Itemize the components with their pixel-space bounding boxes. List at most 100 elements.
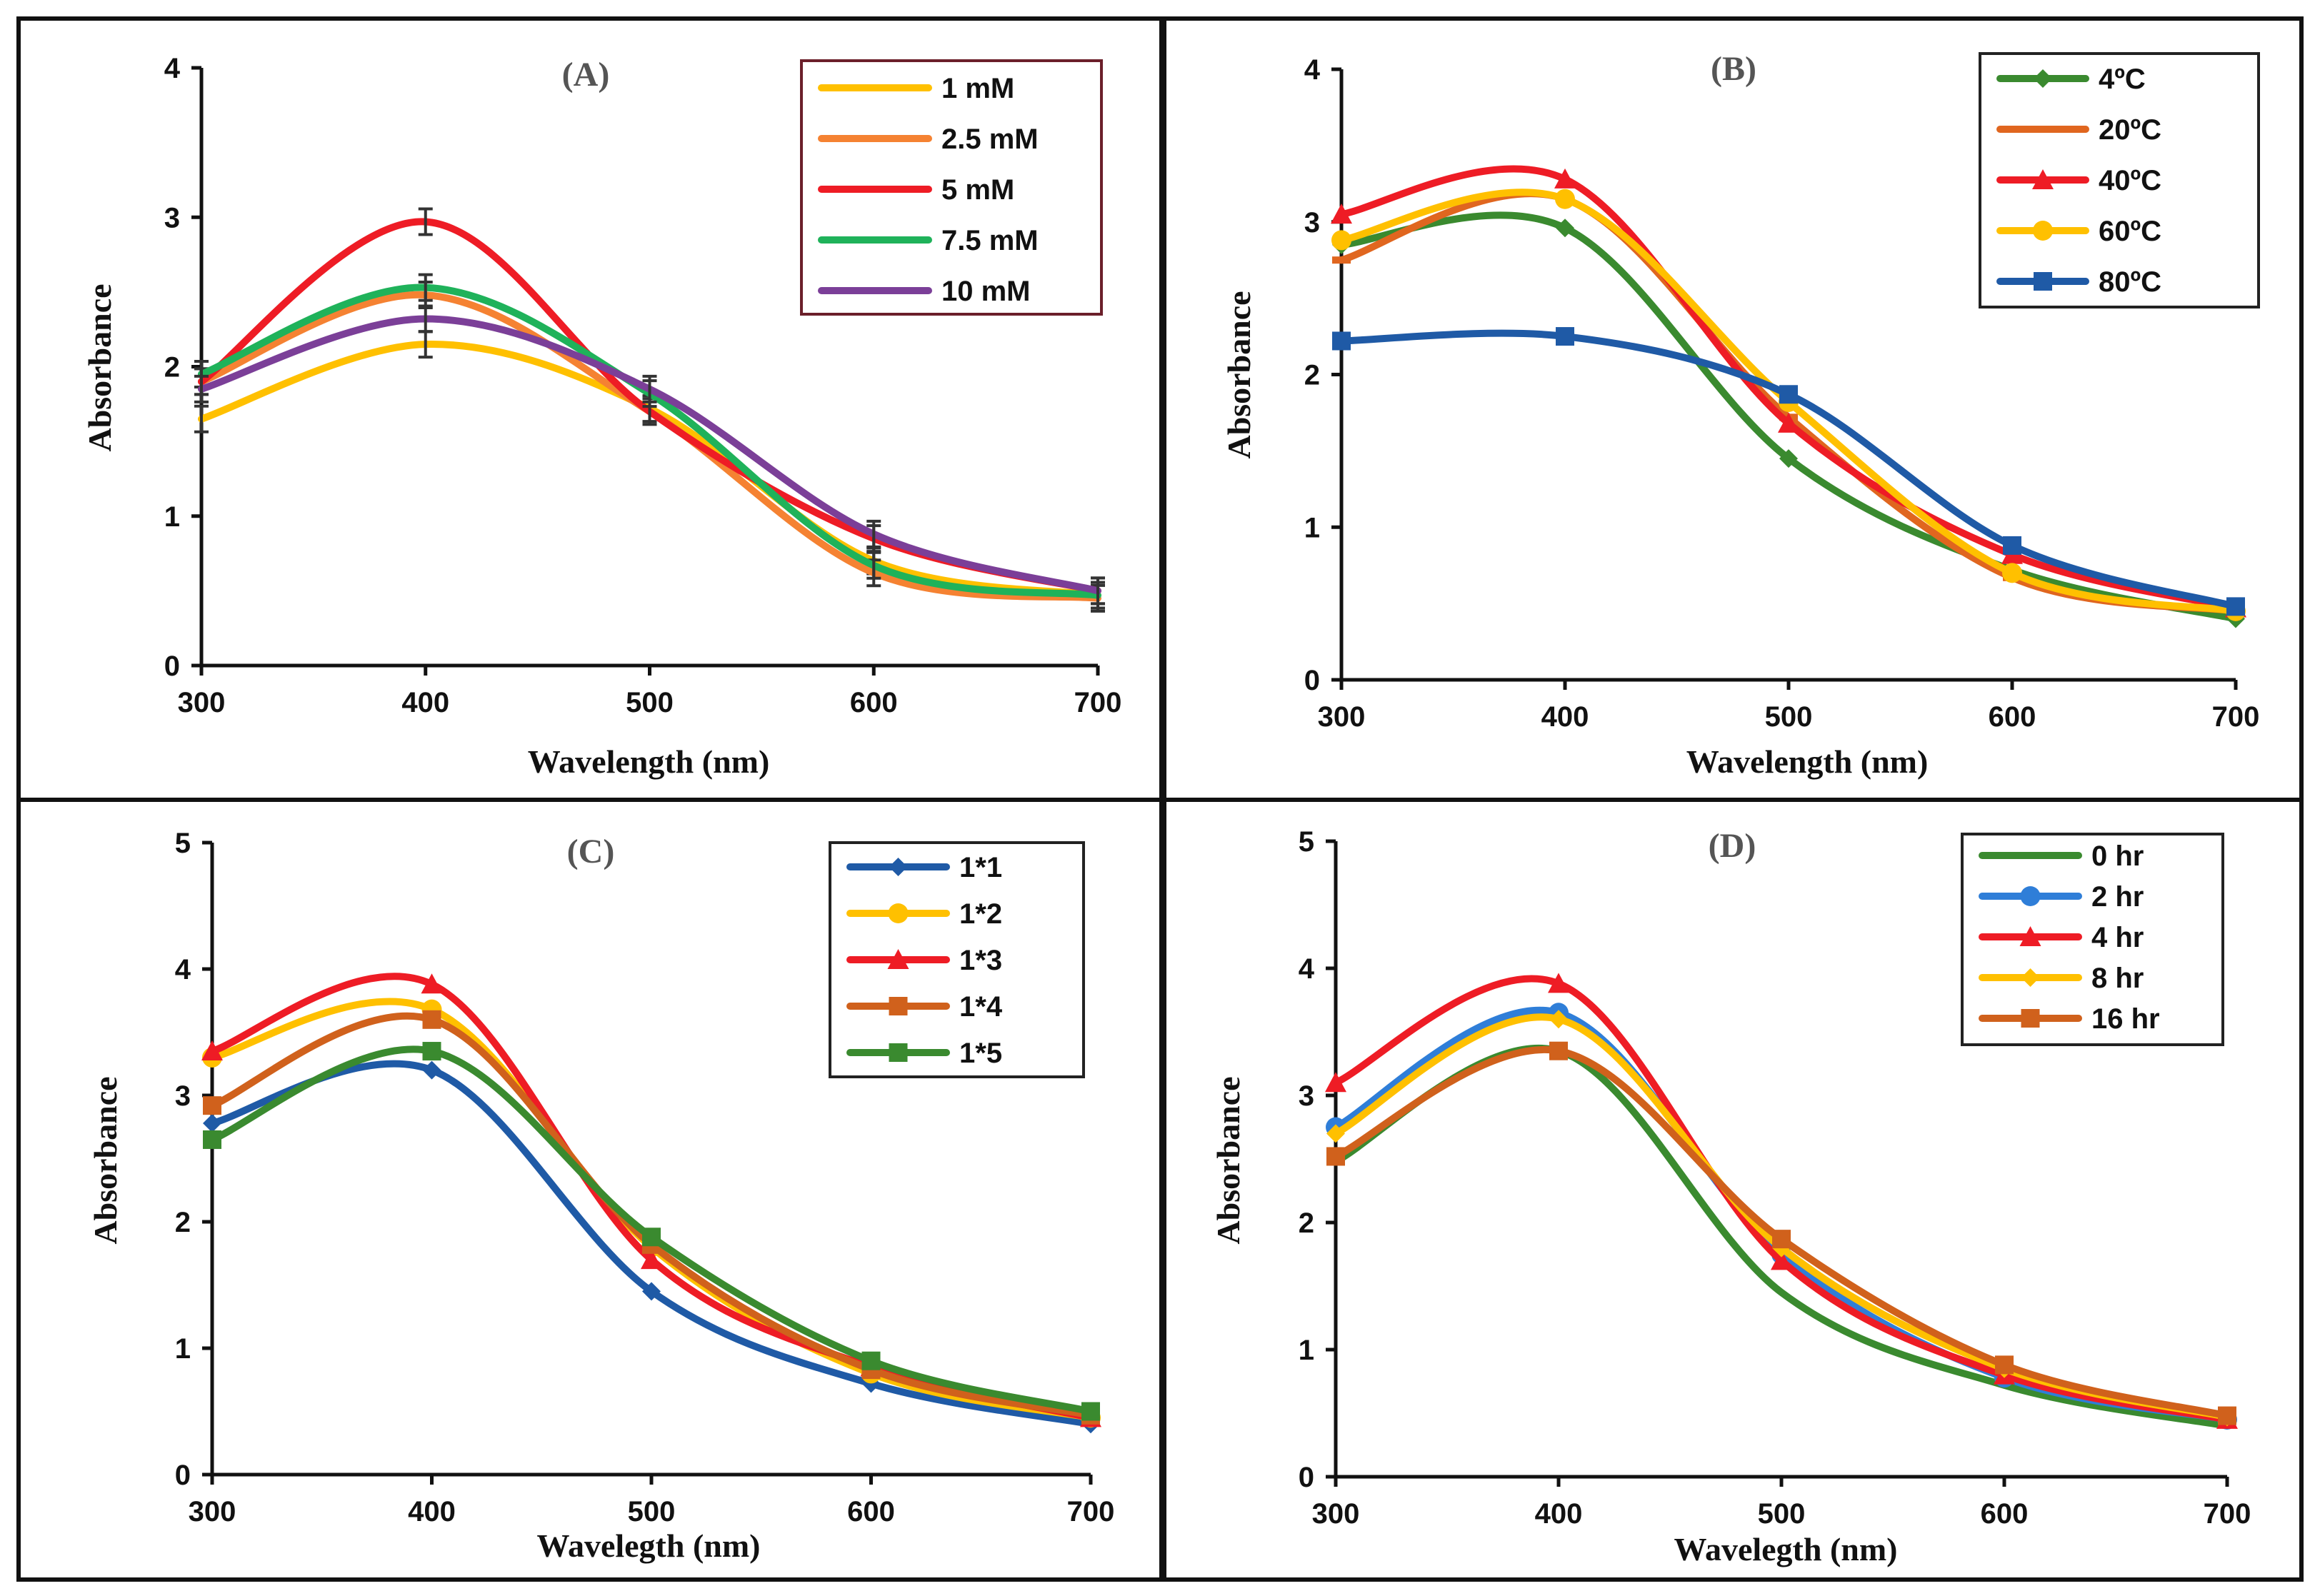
panel-c-legend-marker (889, 997, 908, 1015)
panel-d-y-tick-label: 3 (1299, 1080, 1314, 1112)
panel-d-series-line (1332, 1045, 2231, 1420)
panel-b-data-point (1331, 204, 1352, 224)
panel-d: 0 1 2 3 4 5 300 400 500 600 700 0 hr 2 hr 4 hr 8 hr 16 … (1162, 798, 2304, 1582)
panel-b-series-line (1338, 211, 2239, 623)
panel-b-legend: 4ºC 20ºC 40ºC 60ºC 80ºC (1979, 52, 2260, 308)
panel-c-y-tick-label: 0 (175, 1460, 191, 1491)
panel-a-x-tick-label: 400 (401, 687, 449, 718)
panel-b-y-tick-label: 0 (1304, 665, 1320, 696)
panel-c-x-tick-label: 300 (189, 1496, 236, 1527)
panel-c-y-tick-label: 1 (175, 1333, 191, 1365)
panel-c-x-axis-title: Wavelegth (nm) (536, 1527, 760, 1564)
panel-d-x-tick-label: 400 (1535, 1498, 1583, 1530)
panel-a-legend-label: 10 mM (941, 276, 1031, 307)
panel-c-legend-label: 1*3 (959, 945, 1002, 976)
panel-c-plot: 0 1 2 3 4 5 300 400 500 600 700 1*1 1*2 1*3 1*4 1*5 (175, 828, 1115, 1527)
panel-c-border (16, 798, 1164, 1582)
panel-c-y-tick-label: 5 (175, 828, 191, 859)
panel-d-legend-label: 4 hr (2091, 922, 2144, 953)
panel-b-data-point (2003, 536, 2021, 555)
panel-b-legend-marker (2034, 69, 2052, 88)
panel-d-x-tick-label: 300 (1312, 1498, 1360, 1530)
panel-b-legend-label: 20ºC (2099, 114, 2161, 146)
panel-b-legend-label: 80ºC (2099, 266, 2161, 298)
panel-c-data-point (1081, 1402, 1100, 1421)
panel-d-data-point (1325, 1072, 1346, 1093)
panel-b-data-point (1779, 385, 1798, 404)
panel-a-title: (A) (562, 56, 610, 94)
panel-d-series-line (1332, 1013, 2231, 1421)
panel-c-data-point (422, 1010, 441, 1029)
panel-d-legend-label: 8 hr (2091, 963, 2144, 994)
panel-c-legend-marker (887, 949, 909, 969)
panel-d-legend: 0 hr 2 hr 4 hr 8 hr 16 hr (1961, 833, 2224, 1046)
panel-d-y-tick-label: 2 (1299, 1208, 1314, 1239)
panel-d-data-point (1549, 1010, 1568, 1029)
panel-c-y-tick-label: 4 (175, 954, 191, 985)
panel-d-data-point (1772, 1230, 1791, 1249)
panel-b-data-point (1556, 327, 1574, 346)
panel-b-y-tick-label: 2 (1304, 360, 1320, 391)
panel-b-y-tick-label: 1 (1304, 512, 1320, 543)
panel-c-y-tick-label: 3 (175, 1080, 191, 1112)
panel-b-legend-label: 40ºC (2099, 165, 2161, 196)
panel-a-x-tick-label: 600 (850, 687, 898, 718)
panel-a-legend-label: 7.5 mM (941, 225, 1039, 256)
panel-c-data-point (201, 1040, 223, 1061)
panel-c-x-tick-label: 700 (1067, 1496, 1115, 1527)
panel-c-data-point (641, 1249, 662, 1270)
panel-b-x-tick-label: 700 (2212, 701, 2260, 733)
panel-d-border (1162, 798, 2304, 1582)
panel-d-data-point (2218, 1406, 2236, 1425)
panel-d-x-tick-label: 500 (1758, 1498, 1806, 1530)
panel-b-data-point (1556, 219, 1574, 238)
panel-a-legend-label: 2.5 mM (941, 124, 1039, 155)
panel-c-data-point (203, 1130, 221, 1149)
panel-a-legend-label: 1 mM (941, 73, 1014, 104)
panel-a-y-tick-label: 3 (164, 202, 180, 234)
panel-d-y-tick-label: 4 (1299, 953, 1315, 985)
panel-b-data-point (1554, 168, 1576, 189)
panel-c-x-tick-label: 400 (408, 1496, 456, 1527)
panel-a: 0 1 2 3 4 300 400 500 600 700 1 mM 2.5 mM 5 mM 7.5 mM… (16, 16, 1164, 802)
panel-c-data-point (422, 1042, 441, 1061)
panel-b-data-point (2002, 563, 2022, 583)
panel-d-y-tick-label: 1 (1299, 1335, 1314, 1366)
panel-c-legend-label: 1*1 (959, 852, 1002, 883)
panel-b-data-point (2226, 597, 2245, 616)
panel-b-x-tick-label: 400 (1541, 701, 1589, 733)
panel-b-y-axis-title: Absorbance (1221, 291, 1257, 458)
panel-d-data-point (1995, 1355, 2014, 1375)
panel-d-legend-label: 16 hr (2091, 1003, 2160, 1035)
panel-c-legend-marker (888, 903, 909, 923)
panel-b-title: (B) (1711, 50, 1756, 88)
panel-d-x-axis-title: Wavelegth (nm) (1674, 1531, 1897, 1567)
panel-c-x-tick-label: 500 (628, 1496, 676, 1527)
panel-c-series-line (209, 1012, 1094, 1419)
panel-a-y-axis-title: Absorbance (81, 283, 118, 451)
panel-a-series-line (198, 315, 1101, 595)
panel-a-legend-label: 5 mM (941, 174, 1014, 206)
panel-c-legend-label: 1*2 (959, 898, 1002, 930)
panel-d-y-tick-label: 0 (1299, 1462, 1314, 1493)
panel-c-legend-label: 1*5 (959, 1038, 1002, 1069)
panel-c-legend-marker (889, 858, 908, 876)
panel-d-data-point (1771, 1250, 1792, 1270)
panel-b-x-axis-title: Wavelength (nm) (1686, 743, 1929, 780)
panel-d-legend-label: 2 hr (2091, 881, 2144, 913)
panel-d-y-axis-title: Absorbance (1210, 1076, 1246, 1244)
panel-a-plot: 0 1 2 3 4 300 400 500 600 700 1 mM 2.5 mM 5 mM 7.5 mM… (164, 53, 1122, 718)
panel-d-legend-marker (2019, 926, 2041, 946)
panel-b-legend-marker (2033, 221, 2053, 241)
panel-b-data-point (1779, 449, 1798, 468)
panel-c-x-tick-label: 600 (847, 1496, 895, 1527)
panel-d-data-point (1326, 1124, 1345, 1143)
panel-c-data-point (422, 1060, 441, 1080)
panel-c-data-point (203, 1113, 221, 1133)
panel-c-y-tick-label: 2 (175, 1207, 191, 1238)
panel-b-x-tick-label: 500 (1765, 701, 1813, 733)
panel-d-x-tick-label: 700 (2204, 1498, 2251, 1530)
panel-b-legend-label: 60ºC (2099, 216, 2161, 247)
